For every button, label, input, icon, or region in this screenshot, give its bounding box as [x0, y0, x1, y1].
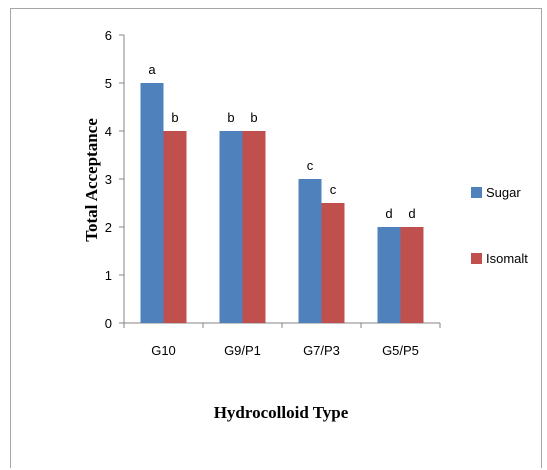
data-label: c — [330, 182, 337, 197]
y-axis: 0 1 2 3 4 5 6 — [105, 28, 125, 331]
y-axis-title: Total Acceptance — [82, 118, 101, 242]
y-tick-label: 3 — [105, 172, 112, 187]
bar-sugar-g5-p5 — [377, 227, 401, 323]
y-tick-label: 0 — [105, 316, 112, 331]
bar-sugar-g10 — [140, 83, 164, 323]
x-tick-label: G10 — [151, 343, 176, 358]
data-label: b — [171, 110, 178, 125]
x-axis-title: Hydrocolloid Type — [214, 403, 349, 422]
x-axis: G10 G9/P1 G7/P3 G5/P5 — [123, 322, 441, 358]
bar-sugar-g7-p3 — [298, 179, 322, 323]
legend-swatch-isomalt — [471, 253, 482, 264]
x-tick-label: G9/P1 — [224, 343, 261, 358]
bar-isomalt-g10 — [163, 131, 187, 323]
y-tick-label: 4 — [105, 124, 112, 139]
bar-isomalt-g5-p5 — [400, 227, 424, 323]
data-label: d — [385, 206, 392, 221]
data-label: d — [408, 206, 415, 221]
chart-frame — [10, 8, 542, 468]
data-label: c — [307, 158, 314, 173]
data-label: a — [148, 62, 156, 77]
x-tick-label: G5/P5 — [382, 343, 419, 358]
legend: Sugar Isomalt — [471, 185, 528, 266]
legend-swatch-sugar — [471, 187, 482, 198]
x-tick-label: G7/P3 — [303, 343, 340, 358]
y-tick-label: 6 — [105, 28, 112, 43]
data-label: b — [250, 110, 257, 125]
y-tick-label: 5 — [105, 76, 112, 91]
data-label: b — [227, 110, 234, 125]
bar-sugar-g9-p1 — [219, 131, 243, 323]
bar-isomalt-g9-p1 — [242, 131, 266, 323]
bars: a b b b c c d d — [140, 62, 424, 323]
bar-isomalt-g7-p3 — [321, 203, 345, 323]
y-tick-label: 1 — [105, 268, 112, 283]
y-tick-label: 2 — [105, 220, 112, 235]
legend-label-sugar: Sugar — [486, 185, 521, 200]
legend-label-isomalt: Isomalt — [486, 251, 528, 266]
